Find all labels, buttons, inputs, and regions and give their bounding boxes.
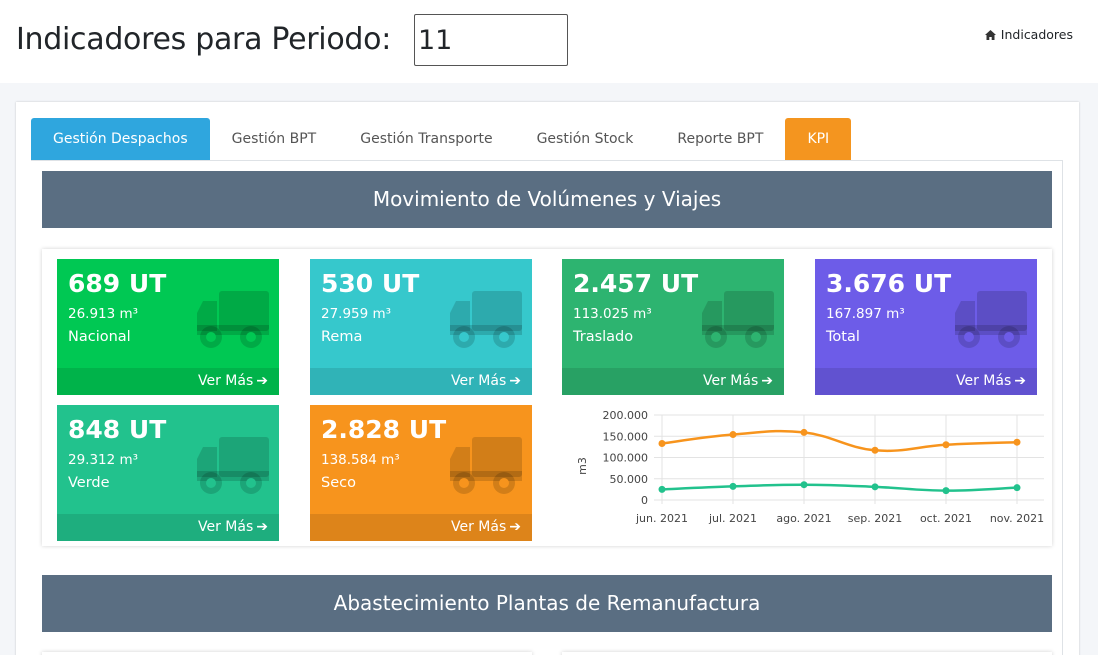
arrow-right-icon: ➔ [1014, 373, 1026, 389]
chart-y-ticks: 200.000 150.000 100.000 50.000 0 [603, 409, 649, 507]
truck-icon [197, 291, 269, 348]
x-tick-label: jun. 2021 [635, 512, 688, 525]
y-tick-label: 0 [641, 494, 648, 507]
box-volume: 138.584 m³ [321, 452, 400, 468]
x-tick-label: ago. 2021 [776, 512, 831, 525]
arrow-right-icon: ➔ [509, 373, 521, 389]
tab-divider [31, 160, 1063, 161]
box-label: Nacional [68, 329, 131, 345]
truck-icon [702, 291, 774, 348]
x-tick-label: sep. 2021 [848, 512, 902, 525]
y-tick-label: 200.000 [603, 409, 649, 422]
box-trips: 689 UT [68, 269, 167, 298]
ver-mas-label: Ver Más [451, 519, 507, 535]
series-line [661, 429, 1018, 453]
page-header: Indicadores para Periodo: Indicadores [0, 0, 1098, 83]
truck-icon [450, 291, 522, 348]
ver-mas-label: Ver Más [956, 373, 1012, 389]
ver-mas-link[interactable]: Ver Más ➔ [310, 368, 532, 395]
info-box-rema: 530 UT 27.959 m³ Rema Ver Más ➔ [310, 259, 532, 395]
data-point [1013, 484, 1021, 492]
ver-mas-label: Ver Más [198, 373, 254, 389]
abastecimiento-panel-right [562, 652, 1052, 655]
data-point [942, 487, 950, 495]
data-point [729, 431, 737, 439]
ver-mas-link[interactable]: Ver Más ➔ [57, 514, 279, 541]
section-title-movimiento: Movimiento de Volúmenes y Viajes [42, 171, 1052, 228]
ver-mas-link[interactable]: Ver Más ➔ [310, 514, 532, 541]
data-point [800, 481, 808, 489]
ver-mas-link[interactable]: Ver Más ➔ [815, 368, 1037, 395]
tab-gestion-bpt[interactable]: Gestión BPT [231, 131, 317, 147]
data-point [800, 428, 808, 436]
info-box-seco: 2.828 UT 138.584 m³ Seco Ver Más ➔ [310, 405, 532, 541]
box-trips: 3.676 UT [826, 269, 952, 298]
page-title: Indicadores para Periodo: [16, 22, 392, 57]
arrow-right-icon: ➔ [256, 519, 268, 535]
truck-icon [450, 437, 522, 494]
ver-mas-link[interactable]: Ver Más ➔ [562, 368, 784, 395]
data-point [729, 482, 737, 490]
y-tick-label: 150.000 [603, 430, 649, 443]
tab-bar: Gestión Despachos Gestión BPT Gestión Tr… [31, 118, 852, 160]
box-volume: 29.312 m³ [68, 452, 139, 468]
arrow-right-icon: ➔ [761, 373, 773, 389]
arrow-right-icon: ➔ [509, 519, 521, 535]
box-trips: 2.828 UT [321, 415, 447, 444]
series-line [661, 483, 1018, 492]
breadcrumb-label: Indicadores [1000, 27, 1073, 42]
info-box-nacional: 689 UT 26.913 m³ Nacional Ver Más ➔ [57, 259, 279, 395]
x-tick-label: jul. 2021 [708, 512, 757, 525]
box-label: Traslado [573, 329, 634, 345]
data-point [658, 439, 666, 447]
info-box-traslado: 2.457 UT 113.025 m³ Traslado Ver Más ➔ [562, 259, 784, 395]
ver-mas-label: Ver Más [451, 373, 507, 389]
box-label: Rema [321, 329, 363, 345]
tab-reporte-bpt[interactable]: Reporte BPT [677, 131, 764, 147]
box-label: Verde [68, 475, 110, 491]
box-volume: 167.897 m³ [826, 306, 905, 322]
y-tick-label: 100.000 [603, 452, 649, 465]
tab-gestion-despachos[interactable]: Gestión Despachos [31, 118, 210, 160]
chart-x-ticks: jun. 2021 jul. 2021 ago. 2021 sep. 2021 oct.… [635, 512, 1044, 525]
data-point [1013, 438, 1021, 446]
abastecimiento-panel-left [42, 652, 532, 655]
info-box-total: 3.676 UT 167.897 m³ Total Ver Más ➔ [815, 259, 1037, 395]
box-label: Total [826, 329, 860, 345]
breadcrumb[interactable]: Indicadores [984, 27, 1073, 42]
x-tick-label: oct. 2021 [920, 512, 972, 525]
tab-gestion-transporte[interactable]: Gestión Transporte [360, 131, 493, 147]
section-title-abastecimiento: Abastecimiento Plantas de Remanufactura [42, 575, 1052, 632]
tab-panel-border [1062, 160, 1063, 655]
box-trips: 2.457 UT [573, 269, 699, 298]
tab-kpi[interactable]: KPI [785, 118, 852, 160]
truck-icon [197, 437, 269, 494]
x-tick-label: nov. 2021 [990, 512, 1044, 525]
box-volume: 27.959 m³ [321, 306, 392, 322]
info-box-verde: 848 UT 29.312 m³ Verde Ver Más ➔ [57, 405, 279, 541]
box-volume: 113.025 m³ [573, 306, 652, 322]
box-trips: 848 UT [68, 415, 167, 444]
volumes-panel: 689 UT 26.913 m³ Nacional Ver Más ➔ 530 U… [42, 249, 1052, 546]
chart-y-label: m3 [576, 457, 589, 475]
data-point [871, 446, 879, 454]
tab-gestion-stock[interactable]: Gestión Stock [536, 131, 634, 147]
indicators-card: Gestión Despachos Gestión BPT Gestión Tr… [16, 102, 1079, 655]
ver-mas-link[interactable]: Ver Más ➔ [57, 368, 279, 395]
truck-icon [955, 291, 1027, 348]
home-icon [984, 29, 996, 40]
data-point [871, 483, 879, 491]
box-trips: 530 UT [321, 269, 420, 298]
data-point [942, 441, 950, 449]
ver-mas-label: Ver Más [198, 519, 254, 535]
y-tick-label: 50.000 [610, 473, 649, 486]
ver-mas-label: Ver Más [703, 373, 759, 389]
arrow-right-icon: ➔ [256, 373, 268, 389]
box-label: Seco [321, 475, 356, 491]
chart-series [658, 428, 1021, 495]
data-point [658, 485, 666, 493]
period-input[interactable] [414, 14, 568, 66]
box-volume: 26.913 m³ [68, 306, 139, 322]
